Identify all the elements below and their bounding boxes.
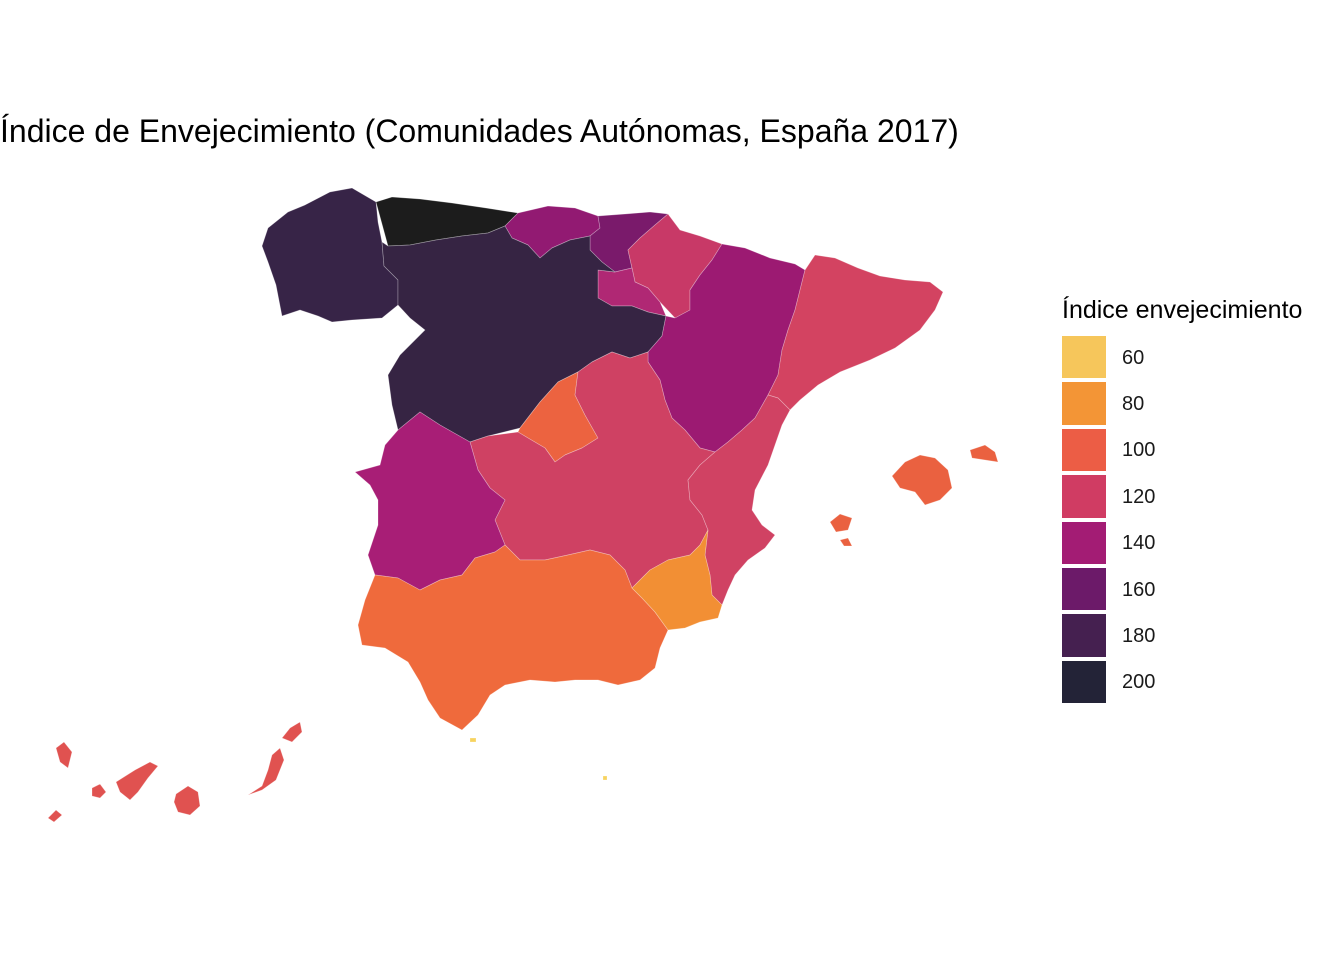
legend-swatch: [1062, 521, 1106, 566]
region-valenciana: [687, 394, 791, 606]
legend-label: 180: [1122, 625, 1156, 648]
legend-title: Índice envejecimiento: [1062, 296, 1303, 324]
legend-item: 140: [1062, 521, 1302, 567]
legend-label: 80: [1122, 393, 1145, 416]
legend-swatch: [1062, 567, 1106, 613]
legend-items: 60 80 100 120 140 160: [1062, 335, 1302, 706]
region-melilla: [602, 775, 608, 781]
region-canarias: [47, 721, 303, 823]
region-cataluna: [767, 254, 944, 411]
legend-label: 120: [1122, 485, 1156, 508]
region-la-rioja: [597, 267, 667, 317]
legend-label: 160: [1122, 578, 1156, 601]
legend-item: 120: [1062, 474, 1302, 520]
legend-item: 60: [1062, 335, 1302, 381]
legend-item: 100: [1062, 428, 1302, 474]
map-title: Índice de Envejecimiento (Comunidades Au…: [0, 113, 959, 149]
legend-label: 200: [1122, 671, 1156, 694]
legend-item: 80: [1062, 381, 1302, 427]
region-ceuta: [469, 737, 477, 743]
legend-swatch: [1062, 614, 1106, 659]
legend-swatch: [1062, 428, 1106, 474]
legend-label: 60: [1122, 346, 1145, 369]
region-andalucia: [357, 544, 669, 731]
legend-swatch: [1062, 475, 1106, 520]
region-murcia: [631, 529, 723, 631]
legend-swatch: [1062, 382, 1106, 427]
legend-item: 180: [1062, 613, 1302, 659]
legend-swatch: [1062, 660, 1106, 706]
legend-label: 140: [1122, 532, 1156, 555]
legend: Índice envejecimiento 60 80 100 120 140: [1062, 296, 1302, 706]
legend-swatch: [1062, 336, 1106, 381]
legend-item: 160: [1062, 567, 1302, 613]
region-illes-balears: [829, 444, 999, 547]
legend-item: 200: [1062, 660, 1302, 706]
legend-label: 100: [1122, 439, 1156, 462]
